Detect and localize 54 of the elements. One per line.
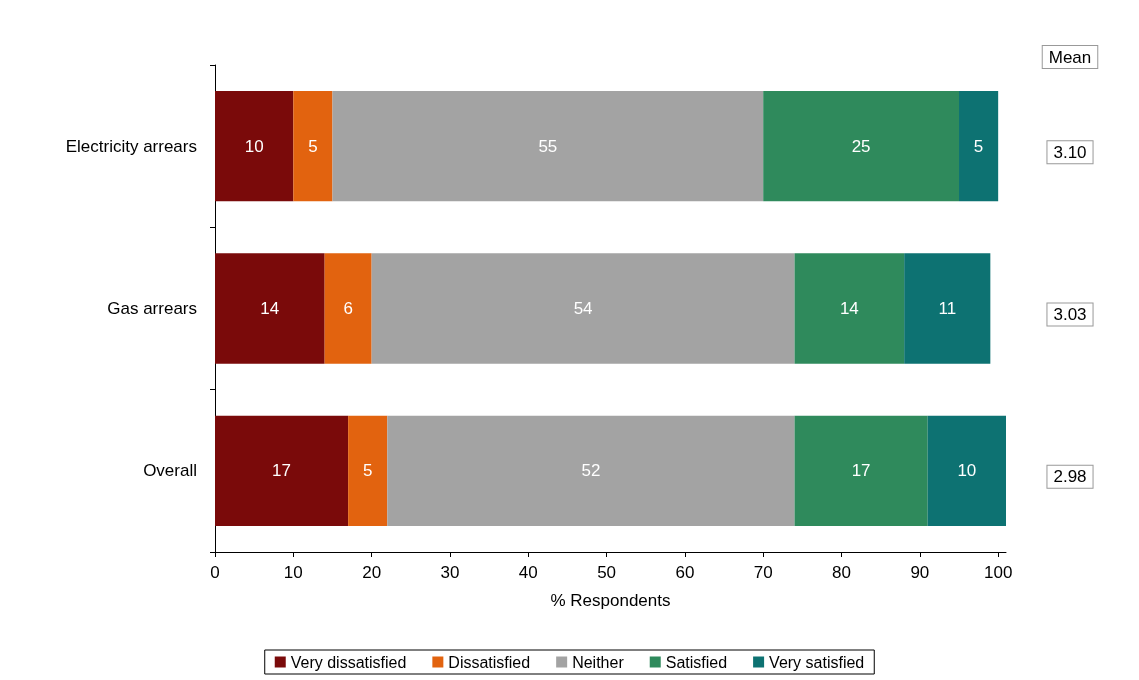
bar	[215, 90, 294, 202]
bar	[332, 90, 764, 202]
y-tick-label: Electricity arrears	[65, 136, 197, 156]
data-label: 17	[851, 461, 871, 481]
data-label: 5	[362, 461, 373, 481]
data-label: 10	[957, 461, 977, 481]
data-label: 5	[973, 136, 984, 156]
data-label: 54	[573, 299, 593, 318]
bar	[927, 415, 1006, 527]
data-label: 52	[581, 461, 601, 481]
x-tick-label: 30	[440, 563, 460, 582]
y-tick-label: Overall	[143, 461, 197, 481]
text: 3.10	[1053, 142, 1087, 162]
bar	[904, 253, 991, 364]
x-tick-label: 70	[753, 563, 773, 582]
legend-label: Dissatisfied	[448, 653, 531, 671]
data-label: 25	[851, 136, 871, 156]
data-label: 11	[938, 299, 957, 318]
data-label: 14	[839, 299, 859, 318]
x-tick-label: 20	[362, 563, 382, 582]
text: 2.98	[1053, 467, 1087, 487]
x-axis-title: % Respondents	[550, 591, 671, 610]
y-tick-label: Gas arrears	[107, 299, 197, 318]
bar	[293, 90, 333, 202]
data-label: 5	[308, 136, 318, 156]
x-tick-label: 50	[597, 563, 617, 582]
x-tick-label: 60	[675, 563, 695, 582]
data-label: 17	[272, 461, 292, 481]
bar	[959, 90, 999, 202]
legend-label: Very satisfied	[769, 653, 865, 671]
bar	[371, 253, 795, 364]
bar	[763, 90, 960, 202]
bar	[215, 415, 349, 527]
bar	[387, 415, 795, 527]
legend-label: Very dissatisfied	[290, 653, 407, 671]
x-tick-label: 10	[283, 563, 303, 582]
data-label: 6	[343, 299, 353, 318]
text: Mean	[1048, 47, 1092, 67]
bar	[794, 253, 905, 364]
bar	[794, 415, 928, 527]
data-label: 55	[538, 136, 558, 156]
legend-label: Satisfied	[665, 653, 728, 671]
bar	[348, 415, 388, 527]
text: 3.03	[1053, 305, 1087, 324]
bar	[215, 253, 325, 364]
x-tick-label: 80	[832, 563, 851, 582]
x-tick-label: 0	[210, 563, 220, 582]
x-tick-label: 40	[518, 563, 538, 582]
x-tick-label: 90	[910, 563, 930, 582]
x-tick-label: 100	[983, 563, 1013, 582]
data-label: 10	[244, 136, 264, 156]
data-label: 14	[260, 299, 280, 318]
bar	[324, 253, 372, 364]
legend-label: Neither	[572, 653, 625, 671]
